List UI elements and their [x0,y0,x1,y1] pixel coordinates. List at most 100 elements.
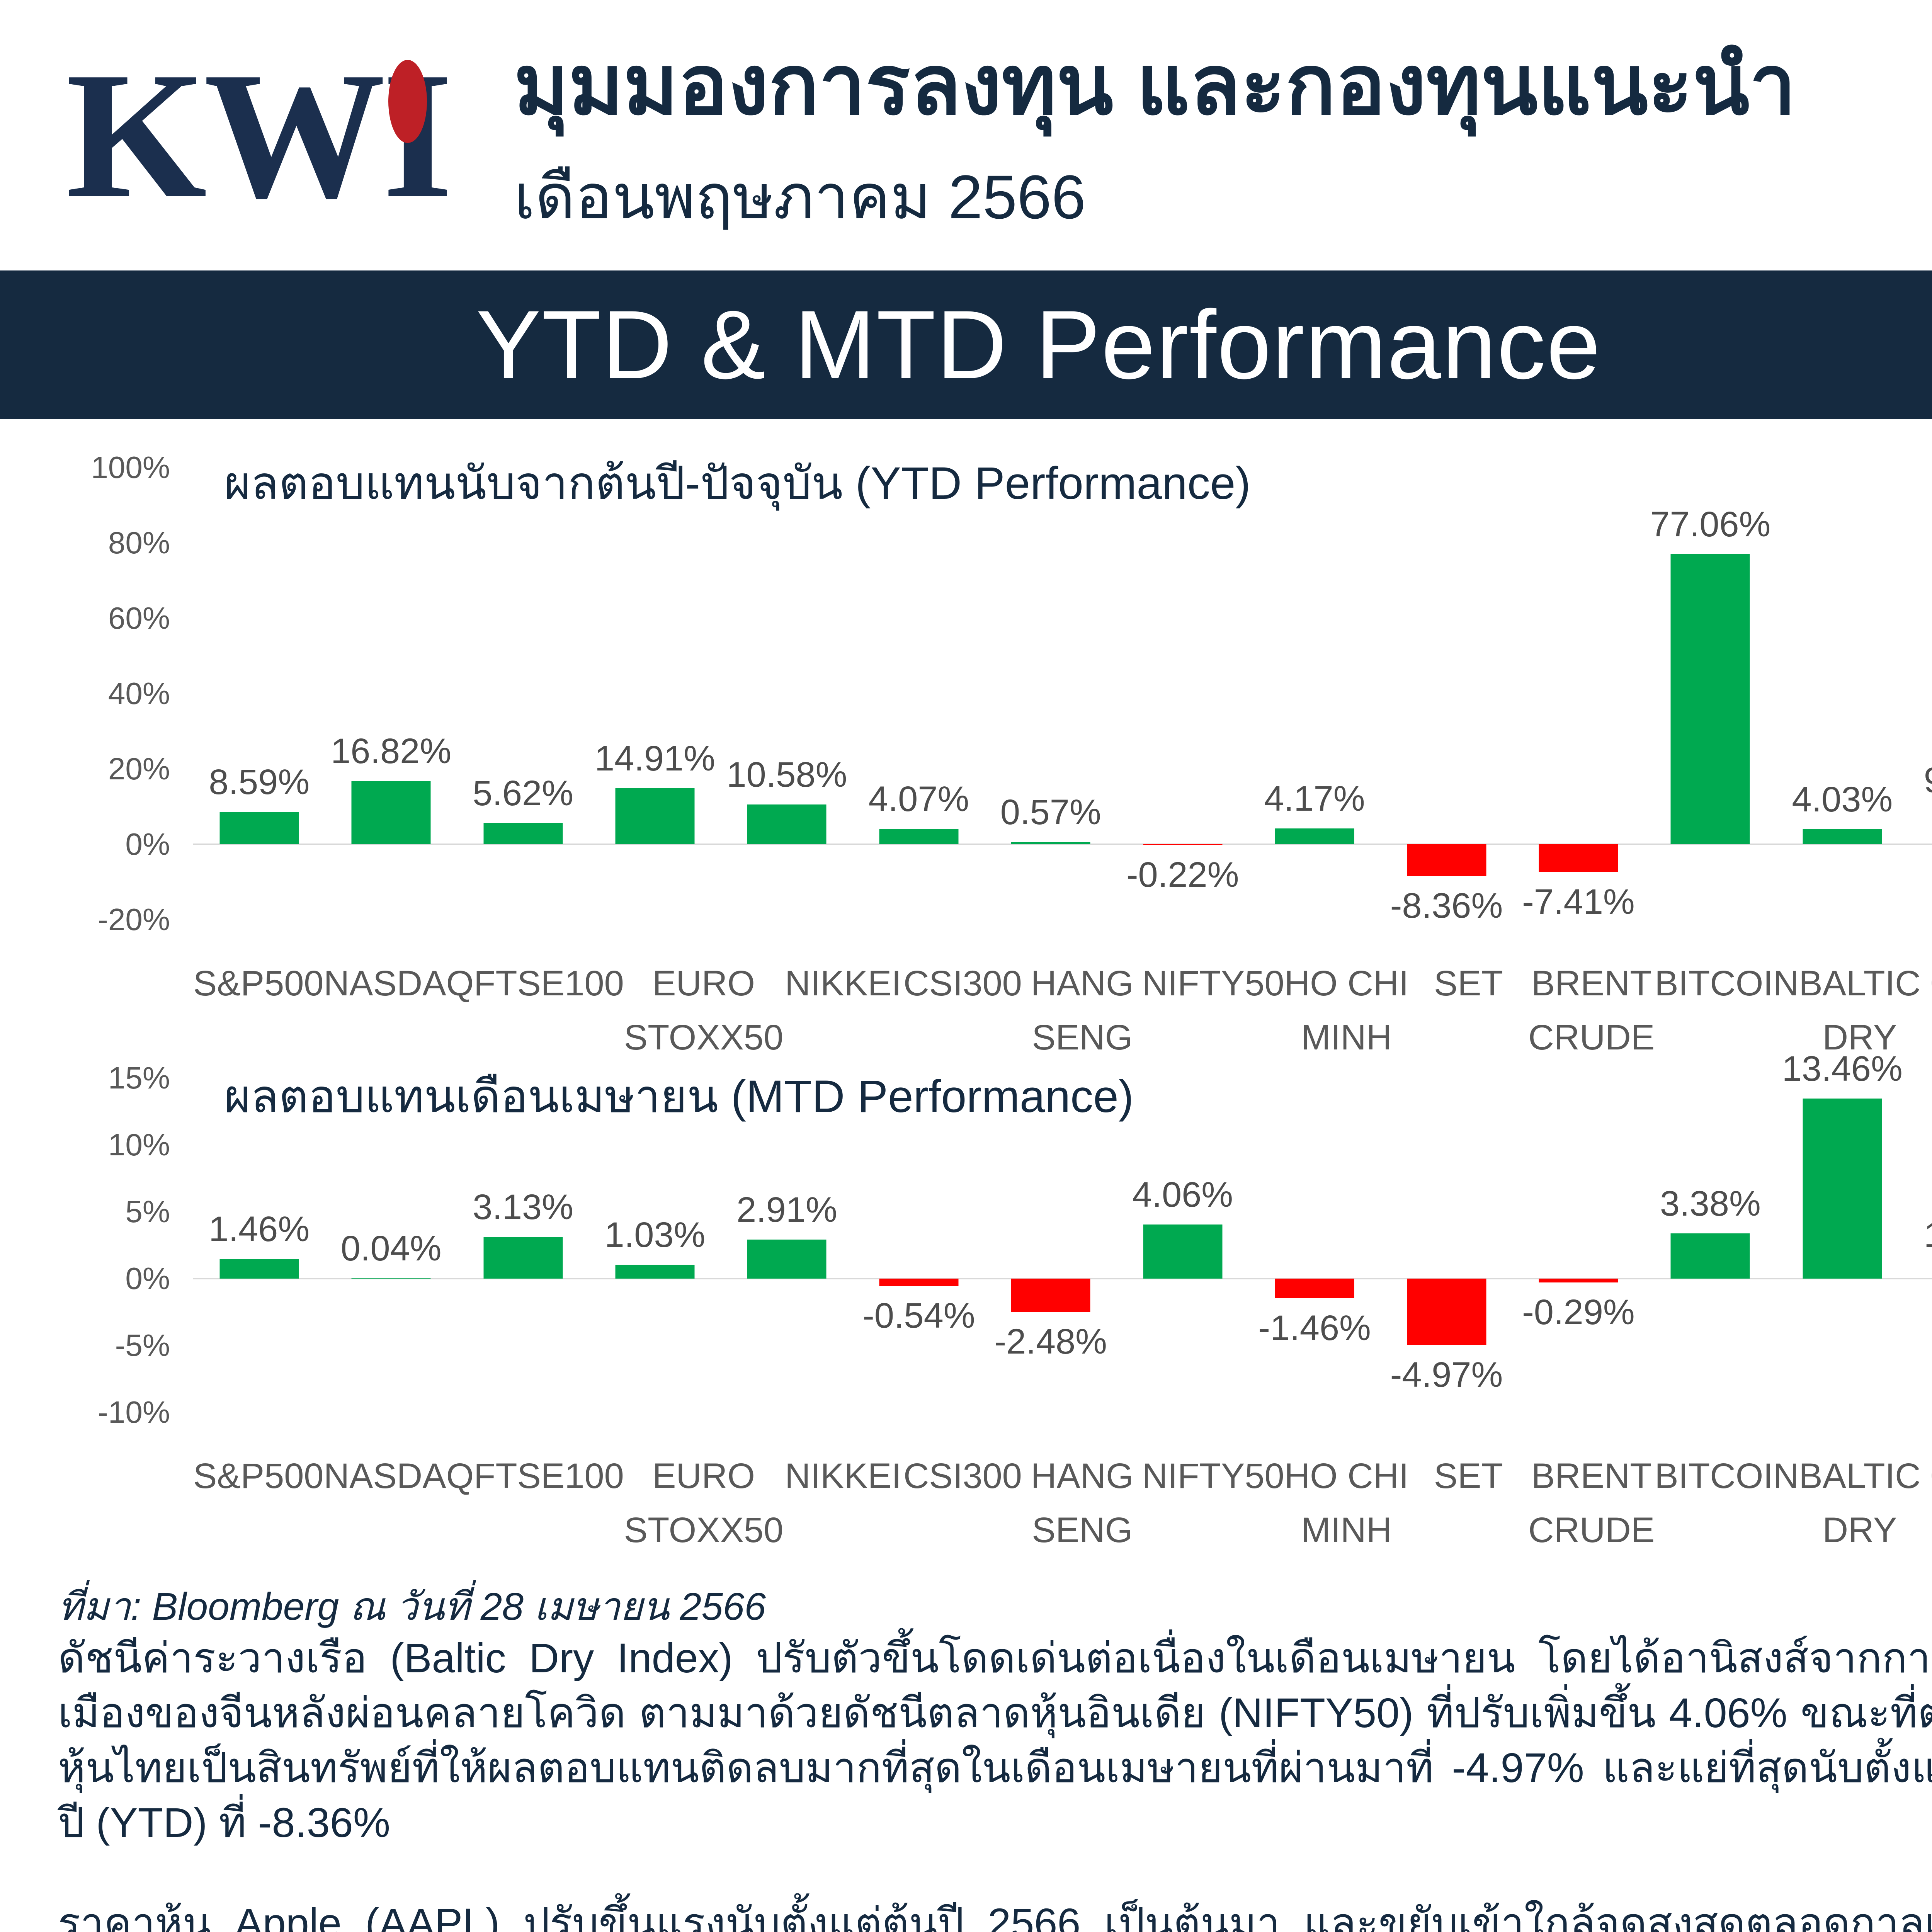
bar-SET [1407,844,1486,876]
bar-HANG SENG [1011,842,1090,844]
bar-NIFTY50 [1143,1224,1223,1279]
x-label-HANG SENG: HANG SENG [1031,1456,1134,1550]
bar-BALTIC DRY [1803,829,1882,844]
value-label-CSI300: 4.07% [868,779,969,819]
bar-S&P500 [219,812,299,844]
bar-column-SET: -4.97% [1381,1078,1512,1412]
y-tick-label: 5% [125,1194,170,1229]
x-label-BALTIC DRY: BALTIC DRY [1799,964,1921,1057]
ytd-plot-area: 100% 80% 60% 40% 20% 0% -20% 8.59% 16.82% 5.62% 1… [0,450,1932,1057]
bar-column-FTSE100: 5.62% [457,468,589,920]
bar-FTSE100 [483,1236,563,1279]
mtd-plot-area: 15% 10% 5% 0% -5% -10% 1.46% 0.04% 3.13% 1.03% 2.… [0,1049,1932,1550]
banner: YTD & MTD Performance [0,270,1932,419]
y-tick-label: -20% [98,902,170,937]
x-label-CSI300: CSI300 [903,964,1022,1003]
bar-column-GOLD SPOT: 9.10% [1908,468,1932,920]
ytd-performance-chart: ผลตอบแทนนับจากต้นปี-ปัจจุบัน (YTD Perfor… [0,419,1932,1057]
x-label-NASDAQ: NASDAQ [323,964,474,1003]
kwi-logo-text: KWI [66,34,453,236]
bar-column-SET: -8.36% [1381,468,1512,925]
bar-column-BITCOIN: 77.06% [1645,468,1776,920]
value-label-S&P500: 1.46% [209,1209,310,1249]
value-label-FTSE100: 3.13% [473,1187,573,1227]
x-label-NASDAQ: NASDAQ [323,1456,474,1496]
x-label-SET: SET [1434,1456,1503,1496]
value-label-FTSE100: 5.62% [473,774,573,813]
value-label-GOLD SPOT: 1.05% [1924,1214,1932,1256]
bar-CSI300 [879,829,959,844]
bar-BRENT CRUDE [1539,844,1618,872]
x-label-BITCOIN: BITCOIN [1655,964,1799,1003]
value-label-BITCOIN: 3.38% [1660,1184,1761,1224]
bar-column-NASDAQ: 0.04% [325,1078,457,1412]
mtd-y-axis: 15% 10% 5% 0% -5% -10% [0,1061,170,1429]
x-label-BALTIC DRY: BALTIC DRY [1799,1456,1921,1550]
zero-axis-line [193,844,1932,845]
y-tick-label: 60% [108,601,170,635]
bar-column-EURO STOXX50: 14.91% [589,468,721,920]
x-label-FTSE100: FTSE100 [474,1456,624,1496]
x-label-BRENT CRUDE: BRENT CRUDE [1528,1456,1655,1550]
y-tick-label: 40% [108,676,170,711]
value-label-NIKKEI: 2.91% [736,1190,837,1230]
value-label-BRENT CRUDE: -0.29% [1522,1293,1635,1332]
value-label-BALTIC DRY: 4.03% [1792,779,1893,819]
x-label-GOLD SPOT: GOLDSPOT [1921,1449,1932,1557]
bar-column-BRENT CRUDE: -0.29% [1512,1078,1644,1412]
bar-NIKKEI [747,804,827,844]
y-tick-label: 10% [108,1128,170,1162]
bar-column-HANG SENG: 0.57% [985,468,1117,920]
value-label-NIFTY50: 4.06% [1132,1175,1233,1214]
x-label-S&P500: S&P500 [193,1456,324,1496]
page-title: มุมมองการลงทุน และกองทุนแนะนำ [514,38,1796,131]
x-label-BRENT CRUDE: BRENT CRUDE [1528,964,1655,1057]
y-tick-label: 0% [125,827,170,861]
x-label-NIFTY50: NIFTY50 [1142,964,1284,1003]
bar-column-S&P500: 8.59% [193,468,325,920]
mtd-performance-chart: ผลตอบแทนเดือนเมษายน (MTD Performance) 15… [0,1043,1932,1569]
value-label-HO CHI MINH: 4.17% [1264,779,1365,819]
value-label-NASDAQ: 0.04% [340,1228,442,1268]
bar-column-NIFTY50: 4.06% [1117,1078,1248,1412]
bar-HANG SENG [1011,1279,1090,1312]
bar-NASDAQ [351,781,431,844]
bar-BITCOIN [1670,554,1750,844]
source-note: ที่มา: Bloomberg ณ วันที่ 28 เมษายน 2566 [58,1585,766,1628]
x-label-BITCOIN: BITCOIN [1655,1456,1799,1496]
mtd-plot: 1.46% 0.04% 3.13% 1.03% 2.91% -0.54% -2.48% 4.0… [193,1049,1932,1412]
bar-column-S&P500: 1.46% [193,1078,325,1412]
bar-column-BITCOIN: 3.38% [1645,1078,1776,1412]
y-tick-label: 15% [108,1061,170,1095]
bar-BITCOIN [1670,1233,1750,1279]
y-tick-label: -5% [115,1328,170,1362]
bar-NIKKEI [747,1240,827,1279]
commentary: ดัชนีค่าระวางเรือ (Baltic Dry Index) ปรั… [58,1631,1932,1932]
ytd-chart-title: ผลตอบแทนนับจากต้นปี-ปัจจุบัน (YTD Perfor… [224,458,1251,509]
kwi-logo: KWI [66,23,498,247]
bar-BRENT CRUDE [1539,1279,1618,1283]
value-label-NIKKEI: 10.58% [726,755,847,794]
value-label-BITCOIN: 77.06% [1650,504,1771,544]
x-label-GOLD SPOT: GOLDSPOT [1921,956,1932,1065]
y-tick-label: -10% [98,1395,170,1429]
x-label-EURO STOXX50: EURO STOXX50 [624,1456,784,1550]
value-label-EURO STOXX50: 1.03% [604,1215,706,1255]
value-label-NASDAQ: 16.82% [331,731,452,771]
value-label-S&P500: 8.59% [209,762,310,802]
value-label-SET: -4.97% [1390,1355,1503,1395]
x-label-NIFTY50: NIFTY50 [1142,1456,1284,1496]
value-label-NIFTY50: -0.22% [1126,855,1239,895]
x-label-NIKKEI: NIKKEI [785,1456,901,1496]
bar-EURO STOXX50 [615,788,695,844]
ytd-plot: 8.59% 16.82% 5.62% 14.91% 10.58% 4.07% 0.57% -0… [193,468,1932,925]
x-label-FTSE100: FTSE100 [474,964,624,1003]
mtd-chart-title: ผลตอบแทนเดือนเมษายน (MTD Performance) [224,1071,1134,1122]
bar-column-HO CHI MINH: -1.46% [1248,1078,1380,1412]
bar-column-BALTIC DRY: 13.46% [1776,1049,1908,1412]
paragraph-baltic-dry: ดัชนีค่าระวางเรือ (Baltic Dry Index) ปรั… [58,1634,1932,1846]
x-label-NIKKEI: NIKKEI [785,964,901,1003]
logo-red-dot-icon [388,60,427,143]
bar-HO CHI MINH [1275,1279,1354,1298]
